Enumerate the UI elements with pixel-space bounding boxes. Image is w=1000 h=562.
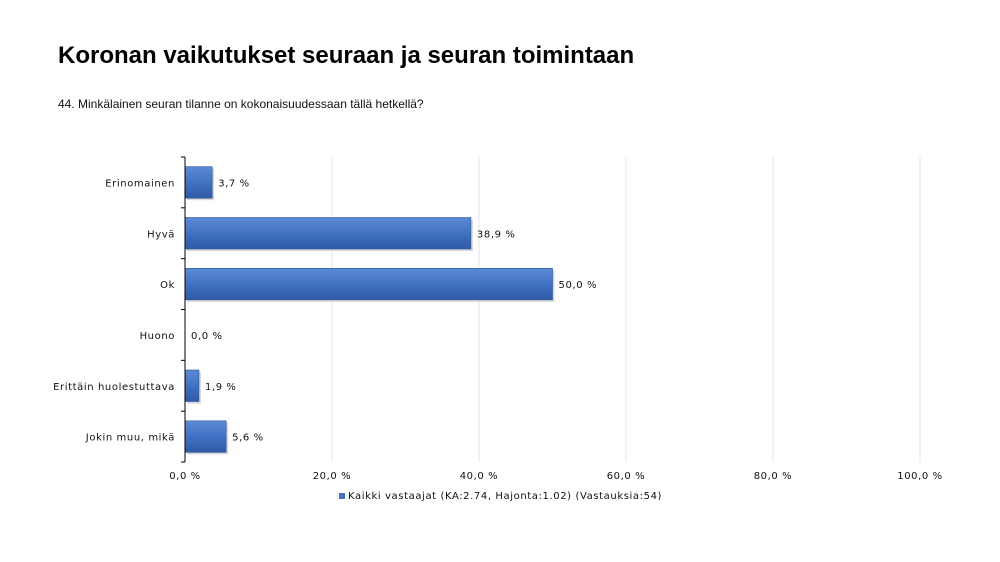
category-label: Erittäin huolestuttava: [53, 382, 175, 393]
value-label: 3,7 %: [218, 178, 250, 189]
x-tick-label: 40,0 %: [460, 471, 499, 482]
legend-swatch: [339, 493, 345, 499]
category-label: Jokin muu, mikä: [85, 433, 175, 444]
labels: 0,0 % 20,0 % 40,0 % 60,0 % 80,0 % 100,0 % 3,7 …: [53, 178, 943, 482]
value-label: 38,9 %: [477, 229, 516, 240]
category-label: Hyvä: [147, 229, 175, 240]
category-label: Erinomainen: [105, 178, 175, 189]
category-label: Huono: [140, 331, 175, 342]
gridlines: [331, 157, 921, 462]
bar: [184, 420, 227, 453]
bars: [184, 166, 555, 455]
value-label: 0,0 %: [191, 331, 223, 342]
bar: [184, 166, 213, 199]
axes: [181, 156, 186, 463]
page-title: Koronan vaikutukset seuraan ja seuran to…: [58, 42, 635, 69]
bar: [184, 268, 553, 301]
legend: Kaikki vastaajat (KA:2.74, Hajonta:1.02)…: [339, 491, 662, 502]
x-tick-label: 100,0 %: [897, 471, 943, 482]
value-label: 5,6 %: [232, 433, 264, 444]
question-subtitle: 44. Minkälainen seuran tilanne on kokona…: [58, 97, 424, 111]
x-tick-label: 0,0 %: [169, 471, 201, 482]
x-tick-label: 80,0 %: [754, 471, 793, 482]
legend-label: Kaikki vastaajat (KA:2.74, Hajonta:1.02)…: [348, 491, 662, 502]
bar: [184, 369, 200, 402]
category-label: Ok: [160, 280, 175, 291]
bar: [184, 217, 472, 250]
x-tick-label: 20,0 %: [313, 471, 352, 482]
value-label: 1,9 %: [205, 382, 237, 393]
x-tick-label: 60,0 %: [607, 471, 646, 482]
value-label: 50,0 %: [559, 280, 598, 291]
